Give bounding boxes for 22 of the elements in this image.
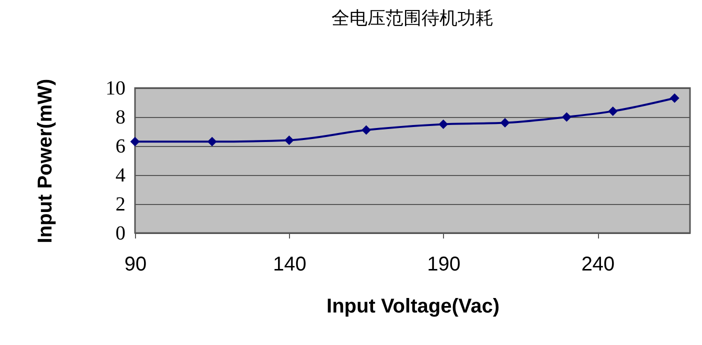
y-tick-label: 10 <box>106 78 126 100</box>
x-tick-label: 140 <box>272 254 306 276</box>
x-tick-label: 240 <box>581 254 615 276</box>
y-tick-label: 4 <box>116 164 126 186</box>
point <box>207 136 217 146</box>
point <box>670 93 680 103</box>
x-tick-label: 190 <box>427 254 461 276</box>
point <box>362 125 371 135</box>
x-tick-label: 90 <box>124 254 147 276</box>
y-tick-label: 8 <box>116 106 126 128</box>
point <box>284 135 294 145</box>
point <box>130 136 140 146</box>
y-tick-label: 6 <box>116 136 126 158</box>
y-axis-title: Input Power(mW) <box>34 78 56 244</box>
y-tick-label: 0 <box>116 222 126 244</box>
chart-title: 全电压范围待机功耗 <box>332 8 494 29</box>
y-tick-label: 2 <box>116 194 126 216</box>
x-axis-title: Input Voltage(Vac) <box>326 296 500 318</box>
point <box>500 118 510 128</box>
point <box>438 120 448 129</box>
point <box>608 106 618 116</box>
point <box>562 112 572 122</box>
